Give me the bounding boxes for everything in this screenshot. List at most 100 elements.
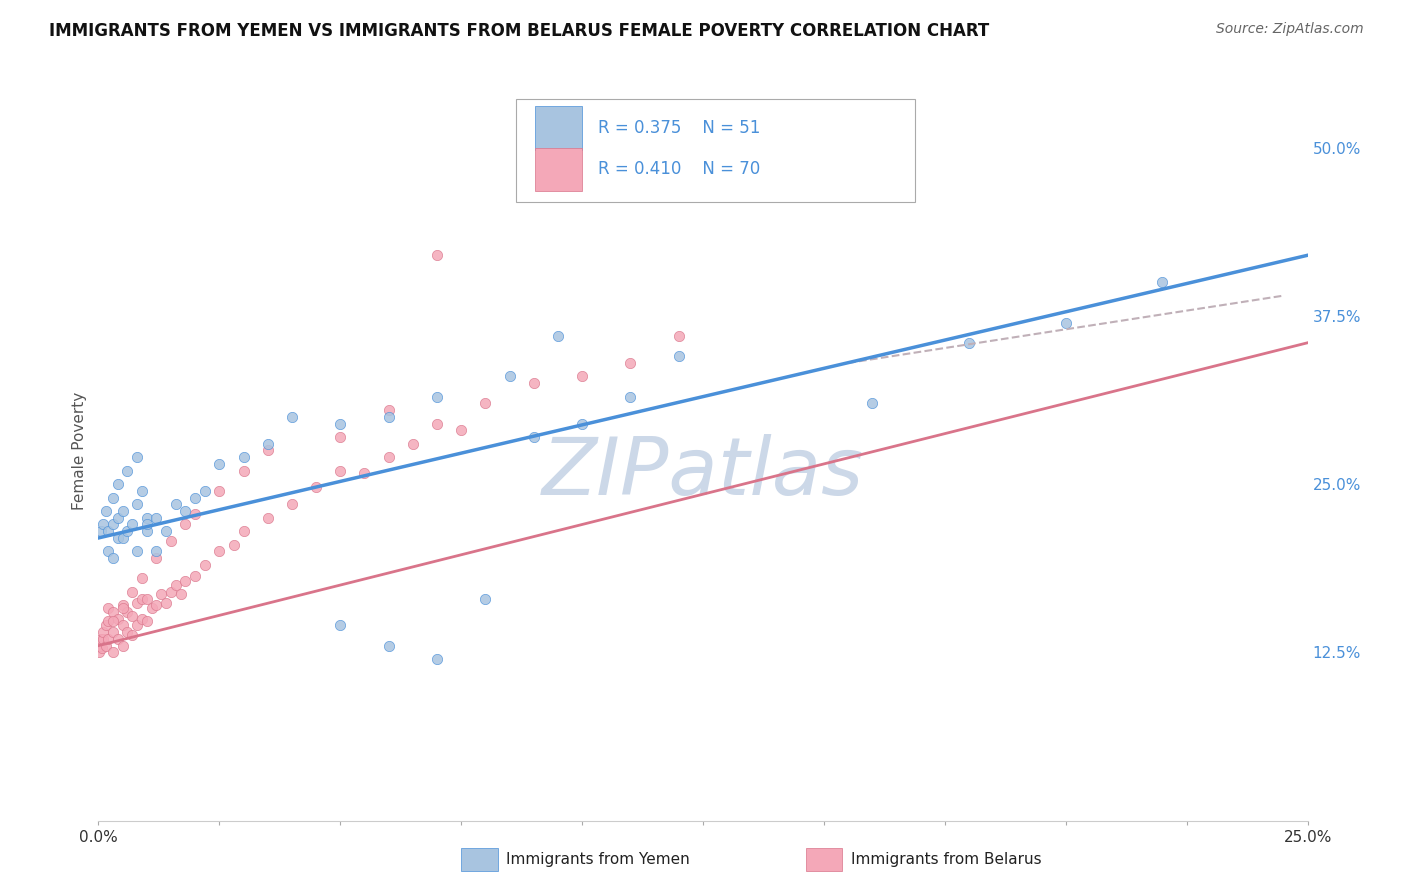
Point [111, 599, 134, 613]
Point [305, 480, 328, 494]
Point [121, 609, 143, 624]
Point [194, 483, 217, 498]
Point [329, 464, 352, 478]
Point [91, 625, 114, 640]
Point [256, 443, 278, 458]
Point [426, 417, 449, 431]
Point [131, 571, 153, 585]
Point [377, 409, 399, 424]
Point [127, 544, 149, 558]
Point [957, 335, 980, 350]
Point [169, 587, 191, 601]
Point [131, 612, 153, 626]
Point [329, 618, 352, 632]
Point [107, 632, 129, 646]
Text: R = 0.410    N = 70: R = 0.410 N = 70 [598, 161, 761, 178]
Point [571, 417, 593, 431]
Point [117, 605, 139, 619]
Point [101, 615, 124, 629]
Point [97, 601, 120, 615]
Point [94, 639, 117, 653]
Point [256, 510, 278, 524]
Y-axis label: Female Poverty: Female Poverty [72, 392, 87, 509]
Text: R = 0.375    N = 51: R = 0.375 N = 51 [598, 119, 761, 137]
Point [121, 628, 143, 642]
Point [127, 596, 149, 610]
FancyBboxPatch shape [516, 99, 915, 202]
Point [474, 591, 496, 606]
Text: Source: ZipAtlas.com: Source: ZipAtlas.com [1216, 22, 1364, 37]
Point [174, 504, 197, 518]
Point [426, 248, 449, 262]
Point [165, 497, 187, 511]
Point [150, 587, 173, 601]
Point [145, 544, 167, 558]
Point [1054, 316, 1077, 330]
Point [127, 450, 149, 465]
Point [281, 497, 304, 511]
Point [117, 464, 139, 478]
Point [101, 625, 124, 640]
Point [127, 497, 149, 511]
Point [523, 430, 546, 444]
Point [377, 450, 399, 465]
Point [94, 618, 117, 632]
Point [145, 599, 167, 613]
Point [101, 491, 124, 505]
Point [377, 639, 399, 653]
Point [111, 504, 134, 518]
Point [450, 423, 472, 437]
Point [111, 639, 134, 653]
Point [107, 510, 129, 524]
Point [111, 601, 134, 615]
Point [160, 533, 183, 548]
Point [135, 615, 157, 629]
Point [91, 641, 114, 656]
Point [232, 450, 254, 465]
Point [131, 483, 153, 498]
Point [155, 524, 177, 539]
Point [208, 483, 231, 498]
Point [160, 584, 183, 599]
Point [184, 507, 207, 521]
Point [127, 618, 149, 632]
Point [174, 574, 197, 588]
Point [474, 396, 496, 410]
Point [121, 584, 143, 599]
Point [232, 464, 254, 478]
Point [131, 591, 153, 606]
Text: ZIPatlas: ZIPatlas [541, 434, 865, 512]
Point [165, 578, 187, 592]
FancyBboxPatch shape [534, 148, 582, 191]
Point [89, 645, 111, 659]
Point [117, 625, 139, 640]
Point [619, 390, 641, 404]
Point [97, 524, 120, 539]
Point [208, 544, 231, 558]
Point [184, 568, 207, 582]
Point [117, 524, 139, 539]
Point [668, 329, 690, 343]
Point [426, 390, 449, 404]
Point [426, 652, 449, 666]
Point [141, 601, 163, 615]
Point [107, 531, 129, 545]
Point [571, 369, 593, 384]
Point [498, 369, 520, 384]
Point [194, 558, 217, 572]
Point [256, 436, 278, 450]
Point [101, 645, 124, 659]
Point [155, 596, 177, 610]
Point [111, 618, 134, 632]
Point [860, 396, 883, 410]
Point [111, 531, 134, 545]
Point [184, 491, 207, 505]
Text: Immigrants from Yemen: Immigrants from Yemen [506, 853, 690, 867]
Point [91, 632, 114, 646]
FancyBboxPatch shape [534, 106, 582, 150]
Point [121, 517, 143, 532]
Point [135, 591, 157, 606]
Point [101, 517, 124, 532]
Point [97, 615, 120, 629]
Point [97, 632, 120, 646]
